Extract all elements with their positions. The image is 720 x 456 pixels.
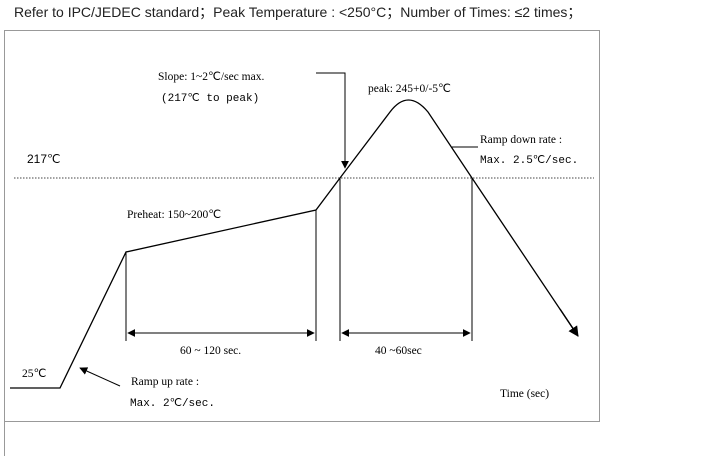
liquidus-temp-label: 217℃ (27, 152, 61, 166)
ramp-up-label-line2: Max. 2℃/sec. (130, 398, 215, 410)
reflow-duration-label: 40 ~60sec (375, 345, 422, 357)
header-caption: Refer to IPC/JEDEC standard；Peak Tempera… (14, 4, 582, 20)
slope-label-line2: (217℃ to peak) (161, 93, 259, 105)
preheat-label: Preheat: 150~200℃ (127, 209, 221, 221)
time-axis-label: Time (sec) (500, 388, 549, 400)
ramp-down-label-line2: Max. 2.5℃/sec. (480, 155, 578, 167)
ramp-down-label-line1: Ramp down rate : (480, 134, 562, 146)
ramp-up-label-line1: Ramp up rate : (131, 376, 199, 388)
ramp-down-arrow-head-line (559, 308, 579, 337)
peak-label: peak: 245+0/-5℃ (368, 83, 451, 95)
slope-label-line1: Slope: 1~2℃/sec max. (158, 71, 264, 83)
ambient-temp-label: 25℃ (22, 368, 47, 380)
slope-callout-arrow (316, 72, 349, 169)
diagram-frame (4, 30, 600, 422)
preheat-duration-label: 60 ~ 120 sec. (180, 345, 241, 357)
ramp-up-callout-arrow (79, 367, 121, 387)
frame-tail-line (4, 421, 5, 456)
temperature-profile-curve (10, 99, 579, 389)
